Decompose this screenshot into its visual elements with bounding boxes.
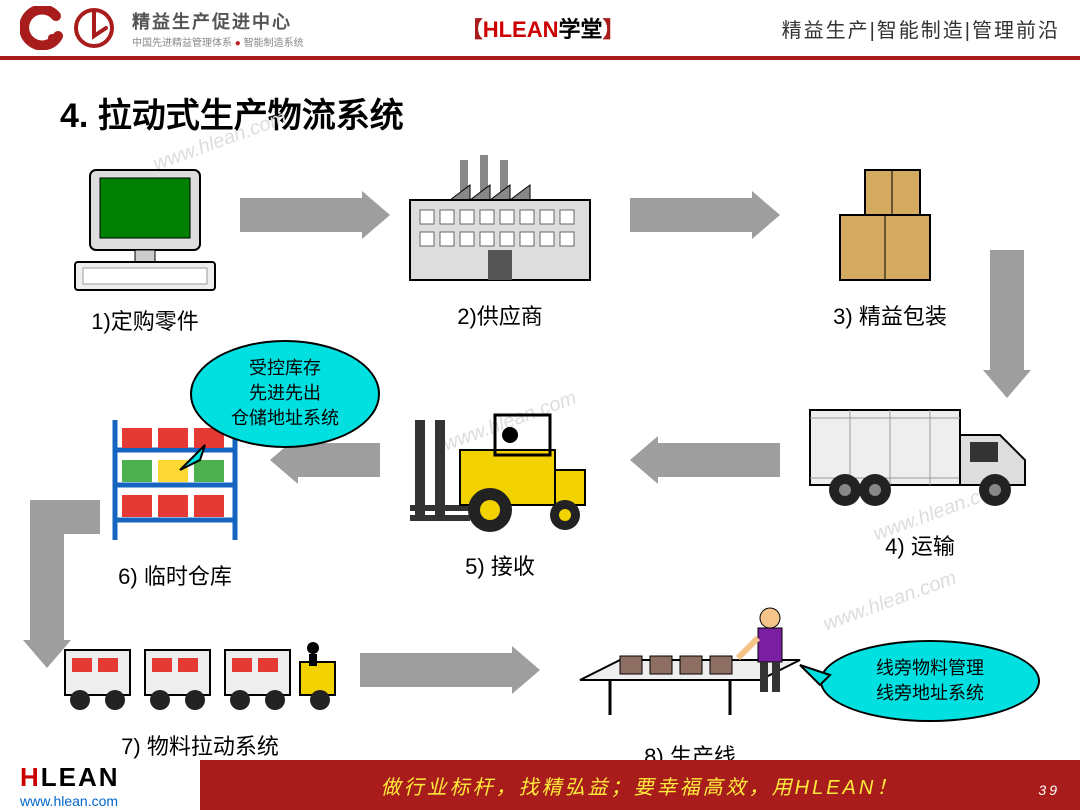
node-label: 6) 临时仓库 — [85, 559, 265, 591]
header: 精益生产促进中心 中国先进精益管理体系 ● 智能制造系统 【HLEAN学堂】 精… — [0, 0, 1080, 60]
node-supplier: 2)供应商 — [400, 150, 600, 331]
page-title: 4. 拉动式生产物流系统 — [60, 88, 404, 137]
node-label: 2)供应商 — [400, 299, 600, 331]
boxes-icon — [815, 160, 965, 290]
header-center: 【HLEAN学堂】 — [304, 12, 782, 44]
node-label: 3) 精益包装 — [800, 299, 980, 331]
node-label: 4) 运输 — [800, 529, 1040, 561]
brand-subtitle: 中国先进精益管理体系 ● 智能制造系统 — [132, 34, 304, 49]
node-production-line: 8) 生产线 — [560, 600, 820, 771]
footer-logo-text: HLEAN — [20, 762, 200, 793]
node-label: 1)定购零件 — [55, 304, 235, 336]
node-order-parts: 1)定购零件 — [55, 165, 235, 336]
footer: HLEAN www.hlean.com 做行业标杆，找精弘益； 要幸福高效，用 … — [0, 760, 1080, 810]
footer-url: www.hlean.com — [20, 793, 200, 809]
logo-circle-icon — [72, 6, 116, 50]
brand-text: 精益生产促进中心 中国先进精益管理体系 ● 智能制造系统 — [132, 8, 304, 49]
node-lean-packaging: 3) 精益包装 — [800, 160, 980, 331]
node-material-pull: 7) 物料拉动系统 — [60, 620, 340, 761]
truck-icon — [800, 390, 1040, 520]
callout-tail-icon — [795, 660, 835, 700]
page-number: 39 — [1038, 782, 1060, 798]
diagram-canvas: 4. 拉动式生产物流系统 www.hlean.com www.hlean.com… — [0, 60, 1080, 760]
forklift-icon — [400, 390, 600, 540]
watermark: www.hlean.com — [820, 567, 959, 637]
callout-inventory: 受控库存 先进先出 仓储地址系统 — [190, 340, 380, 448]
production-line-icon — [560, 600, 820, 730]
brand-title: 精益生产促进中心 — [132, 8, 304, 34]
header-right: 精益生产|智能制造|管理前沿 — [782, 14, 1060, 43]
node-label: 5) 接收 — [400, 549, 600, 581]
factory-icon — [400, 150, 600, 290]
footer-logo: HLEAN www.hlean.com — [0, 762, 200, 809]
logo-block: 精益生产促进中心 中国先进精益管理体系 ● 智能制造系统 — [20, 6, 304, 50]
callout-tail-icon — [175, 440, 215, 480]
computer-icon — [65, 165, 225, 295]
tugger-icon — [60, 620, 340, 720]
node-label: 7) 物料拉动系统 — [60, 729, 340, 761]
node-transport: 4) 运输 — [800, 390, 1040, 561]
callout-lineside: 线旁物料管理 线旁地址系统 — [820, 640, 1040, 722]
node-receiving: 5) 接收 — [400, 390, 600, 581]
footer-bar: 做行业标杆，找精弘益； 要幸福高效，用 HLEAN！ 39 — [200, 760, 1080, 810]
logo-c-icon — [20, 6, 64, 50]
